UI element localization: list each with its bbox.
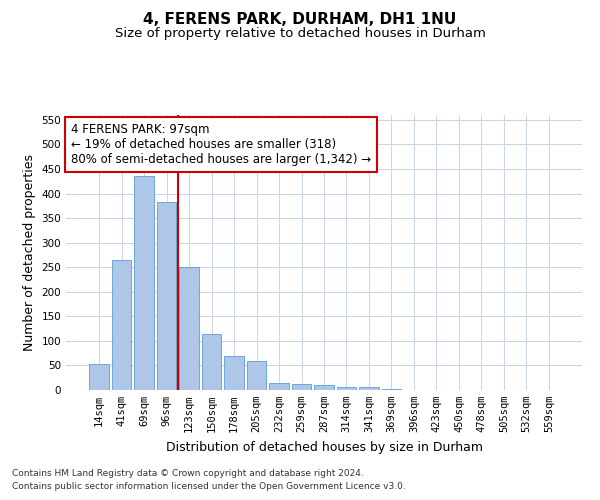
- Bar: [359, 387, 379, 390]
- X-axis label: Distribution of detached houses by size in Durham: Distribution of detached houses by size …: [166, 440, 482, 454]
- Bar: [382, 388, 401, 390]
- Bar: [247, 360, 266, 390]
- Text: Contains public sector information licensed under the Open Government Licence v3: Contains public sector information licen…: [12, 482, 406, 491]
- Bar: [202, 334, 221, 390]
- Bar: [134, 176, 154, 390]
- Text: Contains HM Land Registry data © Crown copyright and database right 2024.: Contains HM Land Registry data © Crown c…: [12, 468, 364, 477]
- Bar: [269, 382, 289, 390]
- Bar: [314, 385, 334, 390]
- Bar: [179, 266, 199, 390]
- Bar: [337, 386, 356, 390]
- Bar: [157, 202, 176, 390]
- Text: 4, FERENS PARK, DURHAM, DH1 1NU: 4, FERENS PARK, DURHAM, DH1 1NU: [143, 12, 457, 28]
- Bar: [89, 364, 109, 390]
- Y-axis label: Number of detached properties: Number of detached properties: [23, 154, 36, 351]
- Bar: [112, 260, 131, 390]
- Text: Size of property relative to detached houses in Durham: Size of property relative to detached ho…: [115, 28, 485, 40]
- Bar: [292, 384, 311, 390]
- Bar: [224, 356, 244, 390]
- Text: 4 FERENS PARK: 97sqm
← 19% of detached houses are smaller (318)
80% of semi-deta: 4 FERENS PARK: 97sqm ← 19% of detached h…: [71, 123, 371, 166]
